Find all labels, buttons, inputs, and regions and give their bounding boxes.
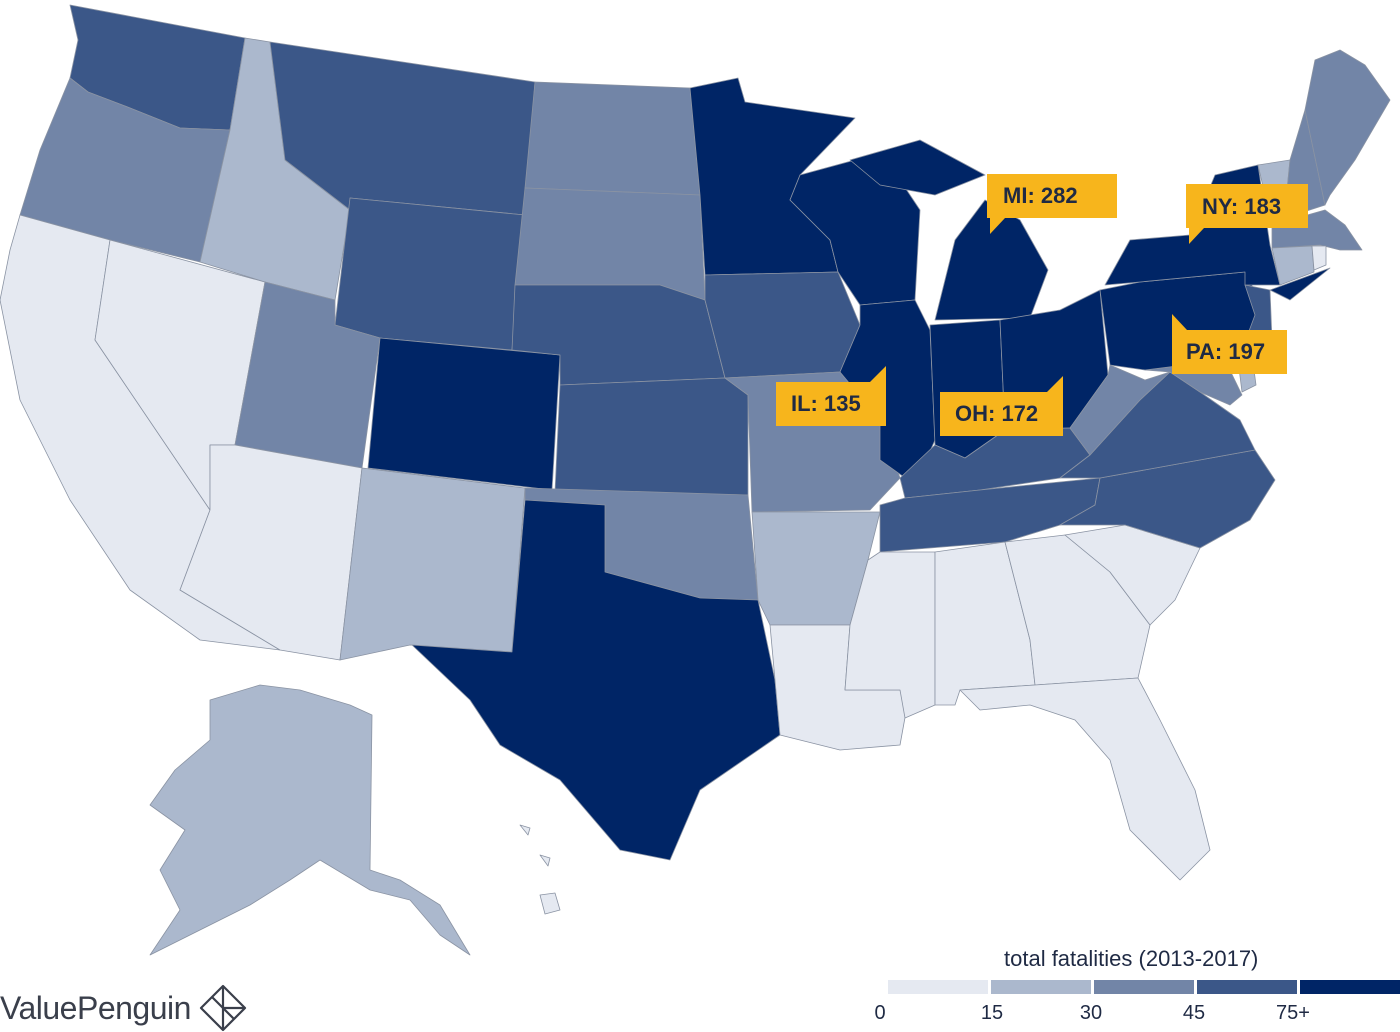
state-IL[interactable] — [839, 299, 936, 486]
callout-IL: IL: 135 — [776, 366, 886, 426]
brand-logo: ValuePenguin — [0, 984, 247, 1032]
legend-tick-0: 0 — [874, 1002, 886, 1024]
state-HI[interactable] — [519, 824, 561, 915]
legend-color-bar — [888, 980, 1400, 994]
callout-IL-label: IL: 135 — [791, 391, 861, 416]
callout-MI: MI: 282 — [987, 174, 1117, 234]
callout-OH-label: OH: 172 — [955, 401, 1038, 426]
callout-OH: OH: 172 — [940, 376, 1063, 436]
state-TX[interactable] — [411, 499, 781, 861]
legend-tick-2: 30 — [1079, 1002, 1103, 1024]
state-WV[interactable] — [1069, 364, 1171, 456]
state-WY[interactable] — [334, 197, 526, 351]
states-layer — [0, 4, 1391, 956]
state-KS[interactable] — [554, 377, 749, 496]
state-ME[interactable] — [1304, 49, 1391, 206]
legend-swatch-3 — [1197, 980, 1297, 994]
callout-PA: PA: 197 — [1172, 314, 1287, 374]
brand-name: ValuePenguin — [0, 989, 191, 1026]
state-SD[interactable] — [514, 187, 706, 301]
state-ND[interactable] — [524, 81, 701, 196]
state-CT[interactable] — [1271, 245, 1315, 286]
callout-NY-label: NY: 183 — [1202, 194, 1281, 219]
state-RI[interactable] — [1311, 245, 1327, 271]
penguin-logo-icon — [199, 984, 247, 1032]
legend-swatch-2 — [1094, 980, 1194, 994]
state-IA[interactable] — [704, 271, 861, 379]
legend-tick-3: 45 — [1182, 1002, 1206, 1024]
callouts-layer: MI: 282 NY: 183 PA: 197 IL: 135 OH: 172 — [776, 174, 1308, 436]
legend-tick-4: 75+ — [1276, 1002, 1310, 1024]
legend-swatch-0 — [888, 980, 988, 994]
legend-swatch-4 — [1300, 980, 1400, 994]
state-FL[interactable] — [959, 677, 1211, 881]
callout-NY: NY: 183 — [1186, 184, 1308, 244]
legend-title: total fatalities (2013-2017) — [1004, 946, 1259, 971]
callout-PA-label: PA: 197 — [1186, 339, 1265, 364]
state-NM[interactable] — [339, 467, 526, 661]
legend-tick-1: 15 — [980, 1002, 1004, 1024]
state-NY[interactable] — [1104, 164, 1331, 301]
state-NC[interactable] — [1059, 449, 1276, 549]
legend-swatch-1 — [991, 980, 1091, 994]
state-IN[interactable] — [929, 319, 1006, 459]
callout-MI-label: MI: 282 — [1003, 183, 1078, 208]
state-AK[interactable] — [149, 684, 471, 956]
state-CO[interactable] — [367, 337, 561, 491]
